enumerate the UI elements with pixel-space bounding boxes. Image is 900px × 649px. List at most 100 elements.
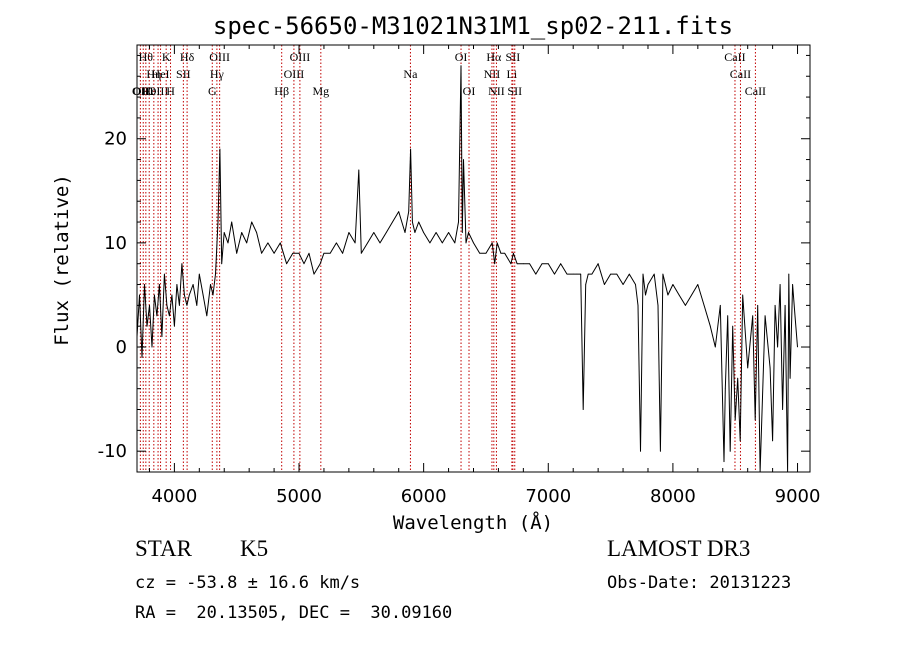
spectrum-point-153 [772,440,773,442]
spectrum-point-137 [723,461,725,462]
spectrum-point-148 [754,419,756,421]
spectrum-point-9 [159,284,160,285]
spectrum-point-90 [500,252,502,254]
spectrum-point-116 [635,284,636,285]
spectrum-point-113 [616,273,618,275]
spectrum-point-89 [496,242,498,244]
spectrum-point-145 [742,294,744,296]
line-label-0: OII [132,84,149,98]
spectrum-point-47 [298,252,300,254]
spectrum-point-157 [782,409,783,410]
spectrum-point-27 [210,284,211,285]
redshift-cz: cz = -53.8 ± 16.6 km/s [135,573,361,593]
spectrum-point-134 [709,325,711,327]
spectrum-point-18 [181,263,183,265]
spectrum-point-82 [465,242,467,244]
spectrum-point-36 [236,252,238,254]
spectrum-point-64 [392,221,393,223]
spectrum-point-77 [454,242,456,244]
x-tick-label-3: 7000 [525,486,571,507]
spectrum-point-135 [714,346,716,348]
spectrum-point-7 [154,294,155,296]
line-label-17: Mg [312,84,329,98]
line-label-9: SII [176,67,191,81]
spectrum-point-76 [448,232,449,233]
spectrum-point-127 [667,294,669,296]
object-subclass: K5 [240,536,269,561]
line-label-2: Hθ [139,50,154,64]
spectrum-point-164 [797,346,798,348]
spectrum-point-35 [231,221,233,223]
spectrum-point-103 [572,273,574,275]
spectrum-point-14 [171,294,173,296]
spectrum-point-85 [479,252,481,254]
plot-frame [136,44,811,473]
spectrum-point-107 [585,284,587,285]
object-class: STAR [135,536,192,561]
spectrum-point-128 [672,284,674,285]
spectrum-point-155 [777,346,778,348]
spectrum-point-68 [410,148,411,150]
spectrum-point-118 [640,450,641,452]
ra-dec-coordinates: RA = 20.13505, DEC = 30.09160 [135,603,453,623]
spectrum-point-133 [703,305,705,306]
spectrum-point-50 [313,273,315,275]
line-label-8: H [166,84,175,98]
spectrum-point-132 [697,284,699,285]
spectrum-point-163 [794,315,796,317]
spectrum-point-117 [637,305,639,306]
spectrum-point-83 [468,232,469,233]
x-axis-label: Wavelength (Å) [393,511,553,534]
y-tick-label-1: 0 [116,337,127,358]
spectrum-point-109 [591,273,593,275]
spectrum-point-70 [414,232,416,233]
spectrum-point-57 [354,242,356,244]
spectrum-point-45 [286,263,287,265]
spectrum-point-108 [587,273,589,275]
spectrum-point-10 [161,336,163,337]
spectrum-point-59 [360,252,362,254]
spectrum-point-86 [485,252,487,254]
spectrum-point-138 [724,388,726,390]
spectrum-point-129 [678,294,680,296]
spectrum-point-75 [441,242,443,244]
spectrum-point-93 [513,252,514,254]
spectrum-point-74 [435,232,437,233]
spectrum-point-131 [691,294,692,296]
axes: 4000 5000 6000 7000 8000 9000 -10 0 10 20 [98,45,820,507]
spectrum-point-6 [151,346,153,348]
spectrum-point-30 [217,221,219,223]
spectrum-point-46 [292,252,294,254]
spectral-line-markers: OIIOIIIHθHeHηOIIIHeIKHSIIHδGHγOIIIHβOIII… [132,45,766,472]
line-label-29: CaII [745,84,766,98]
line-label-27: CaII [724,50,745,64]
spectrum-point-97 [535,273,537,275]
spectrum-point-55 [342,252,343,254]
spectrum-point-79 [460,65,462,67]
spectrum-point-72 [423,232,424,233]
spectrum-point-21 [188,294,190,296]
y-tick-label-0: -10 [98,441,127,462]
spectrum-point-24 [198,273,200,275]
spectrum-point-63 [385,232,387,233]
spectrum-point-20 [186,305,188,306]
spectrum-point-88 [494,263,496,265]
spectrum-point-43 [273,252,275,254]
spectrum-point-146 [747,367,749,369]
line-label-25: SII [506,50,521,64]
spectrum-point-42 [267,242,269,244]
line-label-12: Hγ [210,67,225,81]
line-label-28: CaII [730,67,751,81]
line-label-18: Na [403,67,418,81]
spectrum-point-39 [251,221,253,223]
spectrum-point-80 [461,232,463,233]
spectrum-point-1 [139,294,140,296]
spectrum-point-92 [510,263,512,265]
y-tick-label-2: 10 [104,233,127,254]
spectrum-point-33 [223,232,225,233]
spectrum-point-158 [784,305,786,306]
line-label-14: Hβ [274,84,289,98]
line-label-10: Hδ [180,50,195,64]
spectrum-point-99 [547,263,549,265]
